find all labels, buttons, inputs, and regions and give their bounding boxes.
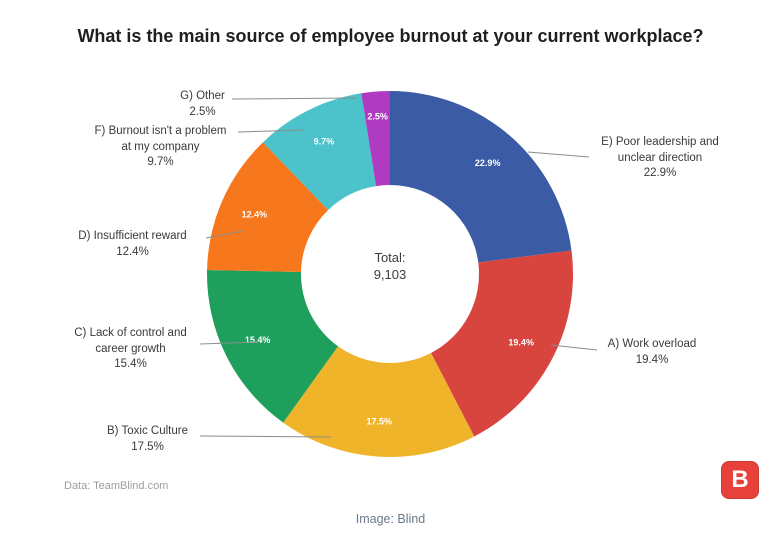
callout-lines	[199, 97, 598, 438]
donut-slice-E[interactable]	[390, 91, 572, 263]
blind-logo: B	[721, 461, 759, 499]
donut-slice-C[interactable]	[206, 269, 339, 423]
callout-label-toxic-culture: B) Toxic Culture 17.5%	[107, 425, 188, 453]
chart-title: What is the main source of employee burn…	[77, 26, 704, 46]
slice-percent-label-A: 19.4%	[508, 338, 534, 348]
callout-label-poor-leadership: E) Poor leadership and unclear direction…	[601, 136, 719, 179]
callout-line-f	[237, 129, 304, 133]
donut-slice-B[interactable]	[283, 346, 475, 458]
donut-slice-G[interactable]	[361, 91, 390, 187]
donut-slice-A[interactable]	[430, 250, 574, 437]
slice-percent-label-E: 22.9%	[475, 158, 501, 168]
callout-label-no-problem: F) Burnout isn't a problem at my company…	[94, 125, 227, 168]
callout-line-c	[199, 341, 258, 345]
blind-logo-letter: B	[731, 466, 749, 493]
donut-slices: 22.9% 19.4% 17.5% 15.4% 12.4% 9.7% 2.5%	[206, 91, 574, 458]
slice-percent-label-C: 15.4%	[245, 335, 271, 345]
slice-percent-label-D: 12.4%	[242, 210, 268, 220]
donut-slice-F[interactable]	[262, 93, 377, 210]
callout-line-d	[205, 230, 244, 239]
slice-percent-label-B: 17.5%	[367, 417, 393, 427]
image-caption: Image: Blind	[355, 512, 426, 526]
callout-label-other: G) Other 2.5%	[180, 90, 225, 118]
donut-center-total: Total: 9,103	[373, 250, 407, 282]
slice-percent-label-G: 2.5%	[367, 112, 388, 122]
callout-line-e	[527, 151, 590, 158]
data-source-note: Data: TeamBlind.com	[64, 480, 169, 492]
slice-percent-label-F: 9.7%	[314, 137, 335, 147]
callout-line-g	[231, 97, 357, 100]
callout-label-work-overload: A) Work overload 19.4%	[607, 338, 697, 366]
callout-line-a	[550, 344, 598, 351]
donut-slice-D[interactable]	[207, 142, 329, 273]
callout-line-b	[199, 435, 332, 438]
callout-label-lack-of-control: C) Lack of control and career growth 15.…	[74, 327, 187, 370]
callout-label-insufficient-reward: D) Insufficient reward 12.4%	[78, 230, 187, 258]
